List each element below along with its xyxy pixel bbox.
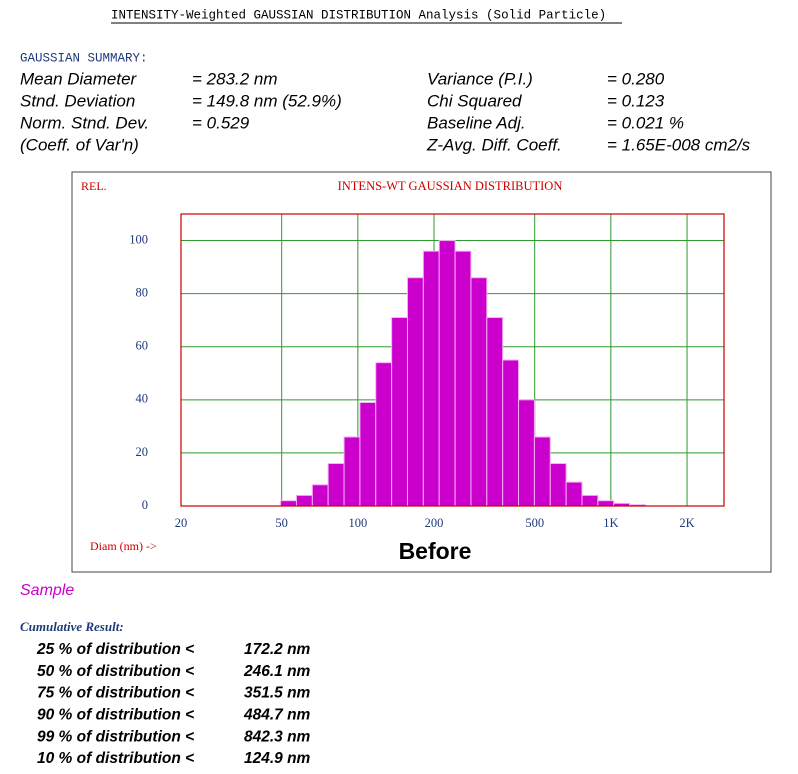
cumulative-value: 172.2 nm [244,641,311,658]
bar [280,500,297,507]
cumulative-label: 90 % of distribution < [37,706,194,723]
chart-title: INTENS-WT GAUSSIAN DISTRIBUTION [338,179,563,193]
bar [597,500,615,507]
summary-value: = 1.65E-008 cm2/s [607,135,751,154]
cumulative-heading: Cumulative Result: [20,619,124,634]
y-tick-label: 60 [136,339,149,353]
page-title: INTENSITY-Weighted GAUSSIAN DISTRIBUTION… [111,8,606,22]
sample-label: Sample [20,582,74,599]
summary-label: Baseline Adj. [427,113,526,132]
summary-value: = 0.280 [607,69,665,88]
x-axis-label: Diam (nm) -> [90,539,157,553]
bar [470,277,488,507]
cumulative-value: 351.5 nm [244,685,311,702]
cumulative-label: 75 % of distribution < [37,685,194,702]
cumulative-label: 10 % of distribution < [37,750,194,767]
y-tick-label: 100 [129,232,148,246]
summary-value: = 149.8 nm (52.9%) [192,91,342,110]
chart-frame [71,171,772,573]
cumulative-label: 25 % of distribution < [36,641,194,658]
summary-label: Chi Squared [427,91,522,110]
bar [375,362,393,507]
cumulative-value: 246.1 nm [243,663,311,680]
bar [422,250,440,507]
bar [311,484,329,507]
x-tick-label: 2K [679,516,694,530]
summary-value: = 0.529 [192,113,250,132]
cumulative-value: 124.9 nm [244,750,311,767]
x-tick-label: 100 [348,516,367,530]
summary-label: Z-Avg. Diff. Coeff. [426,135,562,154]
bar [359,401,377,507]
bar [549,463,567,507]
bar [454,250,472,507]
bar [327,463,345,507]
x-tick-label: 1K [603,516,618,530]
x-tick-label: 500 [525,516,544,530]
cumulative-value: 842.3 nm [244,728,311,745]
summary-label: Variance (P.I.) [427,69,533,88]
y-axis-label: REL. [81,179,107,193]
bar [406,277,424,507]
bar [518,399,535,507]
cumulative-label: 99 % of distribution < [37,728,194,745]
bar [438,240,456,507]
summary-label: Norm. Stnd. Dev. [20,113,149,132]
bar [486,317,504,507]
bar [533,436,551,507]
x-tick-label: 50 [275,516,288,530]
y-tick-label: 40 [136,392,149,406]
y-tick-label: 80 [136,286,149,300]
plot-border [180,213,725,507]
summary-value: = 0.021 % [607,113,684,132]
x-tick-label: 200 [425,516,444,530]
summary-value: = 283.2 nm [192,69,278,88]
cumulative-label: 50 % of distribution < [37,663,194,680]
summary-heading: GAUSSIAN SUMMARY: [20,51,148,65]
cumulative-value: 484.7 nm [243,706,311,723]
summary-value: = 0.123 [607,91,665,110]
chart-annotation: Before [399,538,472,564]
x-tick-label: 20 [175,516,188,530]
y-tick-label: 0 [142,498,148,512]
bar [343,436,361,507]
bar [502,359,520,507]
summary-label: Mean Diameter [20,69,138,88]
bar [565,481,583,507]
summary-label: Stnd. Deviation [20,91,135,110]
bar [295,494,313,507]
summary-label: (Coeff. of Var'n) [20,135,139,154]
bar [391,317,408,507]
y-tick-label: 20 [136,445,149,459]
bar [581,494,599,507]
